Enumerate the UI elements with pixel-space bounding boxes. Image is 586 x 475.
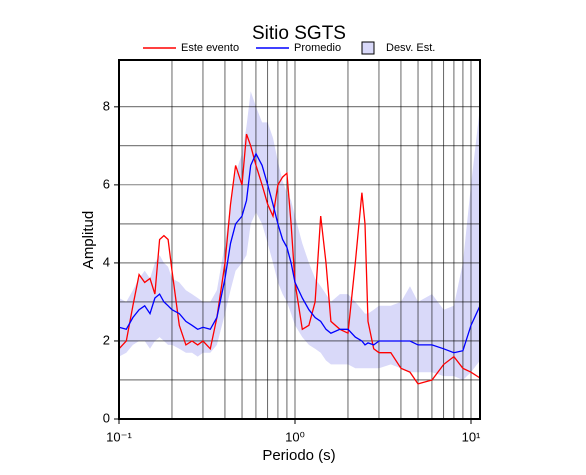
- std-band: [119, 91, 480, 380]
- chart-title: Sitio SGTS: [252, 23, 346, 44]
- legend-label: Desv. Est.: [386, 42, 435, 54]
- y-axis-label: Amplitud: [80, 211, 97, 269]
- x-tick-label: 10¹: [462, 429, 481, 444]
- y-tick-label: 0: [103, 410, 110, 425]
- x-tick-label: 10⁻¹: [106, 429, 132, 444]
- y-tick-label: 6: [103, 176, 110, 191]
- y-tick-label: 2: [103, 332, 110, 347]
- x-axis-label: Periodo (s): [262, 447, 335, 464]
- plot-frame: [118, 59, 481, 420]
- x-tick-label: 10⁰: [285, 429, 305, 444]
- legend-label: Este evento: [181, 42, 239, 54]
- legend-label: Promedio: [294, 42, 341, 54]
- y-tick-label: 8: [103, 98, 110, 113]
- legend-swatch: [361, 41, 375, 55]
- y-tick-label: 4: [103, 254, 110, 269]
- series-line: [118, 133, 481, 385]
- series-line: [118, 152, 481, 354]
